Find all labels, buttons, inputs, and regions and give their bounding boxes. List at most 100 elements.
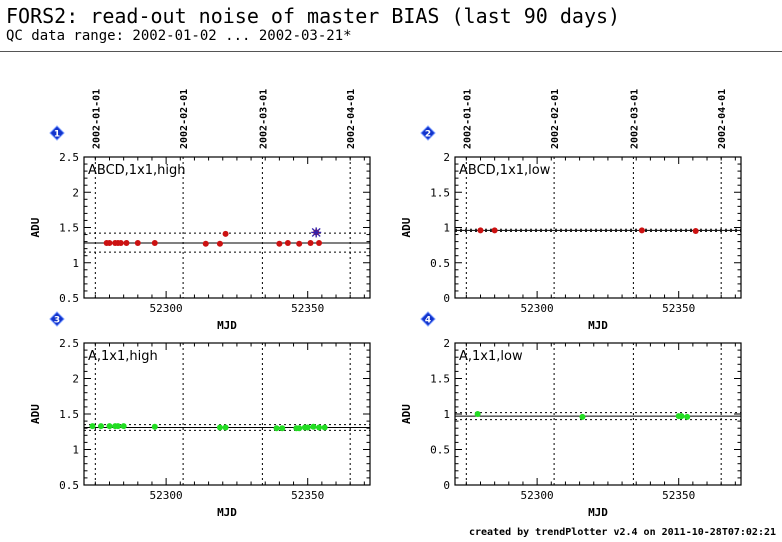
data-point [296, 425, 303, 432]
y-tick-label: 0 [443, 292, 450, 305]
x-tick-label: 52350 [291, 489, 324, 502]
x-tick-label: 52300 [150, 302, 183, 315]
data-point [321, 424, 328, 431]
data-point [151, 240, 158, 247]
data-point [202, 240, 209, 247]
data-point [120, 423, 127, 430]
y-axis-label: ADU [29, 404, 42, 424]
plot-frame [454, 156, 742, 299]
panel-label: A,1x1,low [459, 349, 523, 364]
date-label: 2002-02-01 [550, 89, 561, 149]
chart-panel-3: 3 0.5 1 1.5 2 2.5 52300 52350 MJD ADU A,1x1,high [29, 311, 371, 519]
header-divider [0, 51, 782, 52]
x-tick-label: 52300 [521, 489, 554, 502]
data-point [216, 424, 223, 431]
panel-badge-icon [49, 311, 65, 327]
y-tick-label: 0.5 [430, 444, 450, 457]
data-point [316, 424, 323, 431]
data-point [477, 227, 484, 234]
data-point [310, 423, 317, 430]
y-tick-label: 1.5 [430, 186, 450, 199]
panel-badge-icon [49, 125, 65, 141]
data-point [304, 424, 311, 431]
panel-badge-number: 4 [425, 316, 431, 326]
y-tick-label: 2 [72, 373, 79, 386]
x-tick-label: 52300 [150, 489, 183, 502]
panel-badge-number: 1 [54, 130, 60, 140]
date-label: 2002-01-01 [91, 89, 102, 149]
chart-panel-4: 4 0 0.5 1 1.5 2 52300 52350 MJD ADU A,1x1,low [400, 311, 742, 519]
data-point [276, 240, 283, 247]
data-point [491, 227, 498, 234]
data-point [123, 240, 130, 247]
x-tick-label: 52350 [662, 489, 695, 502]
date-label: 2002-03-01 [258, 89, 269, 149]
panel-label: ABCD,1x1,low [459, 163, 551, 178]
panel-badge-icon [420, 125, 436, 141]
data-point [638, 227, 645, 234]
plot-frame [454, 342, 742, 486]
data-point [273, 425, 280, 432]
data-point [151, 423, 158, 430]
chart-panel-2: 2 0 0.5 1 1.5 2 52300 52350 MJD ADU 2002-01-01 2002… [400, 89, 742, 332]
y-tick-label: 1 [72, 257, 79, 270]
data-point [279, 425, 286, 432]
chart-panel-1: 1 0.5 1 1.5 2 2.5 52300 52350 MJD ADU 2002-01-01 20… [29, 89, 371, 332]
data-point [284, 240, 291, 247]
data-point [222, 424, 229, 431]
x-axis-label: MJD [588, 319, 608, 332]
header: FORS2: read-out noise of master BIAS (la… [6, 4, 776, 44]
y-tick-label: 2.5 [59, 337, 79, 350]
y-tick-label: 2 [72, 186, 79, 199]
page-subtitle: QC data range: 2002-01-02 ... 2002-03-21… [6, 28, 352, 44]
data-point [579, 413, 586, 420]
footer-credit: created by trendPlotter v2.4 on 2011-10-… [468, 527, 776, 538]
date-label: 2002-04-01 [346, 89, 357, 149]
data-point [692, 228, 699, 235]
date-label: 2002-01-01 [462, 89, 473, 149]
y-tick-label: 0.5 [59, 479, 79, 492]
y-tick-label: 1.5 [59, 222, 79, 235]
y-tick-label: 0.5 [59, 292, 79, 305]
data-point [684, 413, 691, 420]
y-tick-label: 0 [443, 479, 450, 492]
x-tick-label: 52350 [662, 302, 695, 315]
page-title: FORS2: read-out noise of master BIAS (la… [6, 4, 621, 28]
panel-badge-number: 3 [54, 316, 60, 326]
y-tick-label: 2 [443, 151, 450, 164]
data-point [97, 423, 104, 430]
data-point [474, 411, 481, 417]
y-axis-label: ADU [400, 404, 413, 424]
date-label: 2002-02-01 [179, 89, 190, 149]
data-point [222, 230, 229, 237]
y-tick-label: 1 [443, 222, 450, 235]
data-point [134, 240, 141, 247]
outlier-stroke [311, 227, 321, 237]
x-tick-label: 52300 [521, 302, 554, 315]
y-axis-label: ADU [29, 217, 42, 237]
y-axis-label: ADU [400, 217, 413, 237]
data-point [678, 413, 685, 420]
data-point [106, 240, 113, 247]
panel-badge-icon [420, 311, 436, 327]
data-point [216, 240, 223, 247]
y-tick-label: 1 [443, 408, 450, 421]
panel-badge-number: 2 [425, 130, 431, 140]
x-tick-label: 52350 [291, 302, 324, 315]
date-label: 2002-03-01 [629, 89, 640, 149]
data-point [307, 240, 314, 247]
x-axis-label: MJD [217, 319, 237, 332]
y-tick-label: 2 [443, 337, 450, 350]
data-point [89, 423, 96, 430]
data-point [117, 240, 124, 247]
y-tick-label: 1 [72, 444, 79, 457]
y-tick-label: 1.5 [430, 373, 450, 386]
x-axis-label: MJD [588, 506, 608, 519]
panel-label: A,1x1,high [88, 349, 158, 364]
y-tick-label: 0.5 [430, 257, 450, 270]
plot-frame [83, 156, 371, 299]
data-point [296, 240, 303, 247]
x-axis-label: MJD [217, 506, 237, 519]
panel-label: ABCD,1x1,high [88, 163, 186, 178]
